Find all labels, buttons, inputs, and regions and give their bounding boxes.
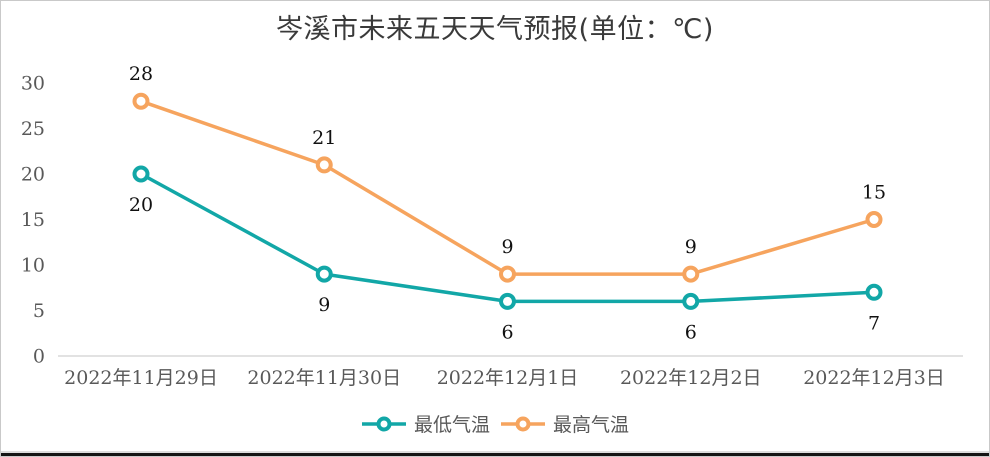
data-point-marker xyxy=(682,292,700,310)
data-point-marker xyxy=(132,165,150,183)
data-point-marker xyxy=(865,211,883,228)
y-axis-tick-label: 25 xyxy=(21,118,45,140)
min-temp-line-marker-icon xyxy=(361,416,406,431)
x-axis-category-label: 2022年12月1日 xyxy=(437,367,579,389)
data-point-label: 20 xyxy=(129,194,153,216)
x-axis-category-label: 2022年12月3日 xyxy=(803,367,945,389)
x-axis-category-label: 2022年12月2日 xyxy=(620,367,762,389)
y-axis-tick-label: 5 xyxy=(33,300,45,322)
data-point-marker xyxy=(499,265,516,283)
data-point-label: 9 xyxy=(685,236,697,258)
data-point-marker xyxy=(865,283,883,301)
chart-legend: 最低气温 最高气温 xyxy=(1,410,989,437)
y-axis-tick-label: 30 xyxy=(21,73,45,95)
y-axis-tick-label: 15 xyxy=(21,209,45,231)
y-axis-tick-label: 20 xyxy=(21,164,45,186)
data-point-marker xyxy=(132,92,150,110)
data-point-marker xyxy=(682,265,700,283)
max-temp-line-marker-icon xyxy=(501,416,545,431)
legend-label-max-temp: 最高气温 xyxy=(553,414,630,436)
data-point-label: 15 xyxy=(862,182,886,204)
data-point-marker xyxy=(315,156,333,174)
data-point-label: 21 xyxy=(312,127,336,149)
data-point-label: 28 xyxy=(129,63,153,85)
chart-title: 岑溪市未来五天天气预报(单位：℃) xyxy=(276,14,714,45)
legend-item-min-temp[interactable]: 最低气温 xyxy=(361,410,490,437)
data-point-label: 6 xyxy=(501,321,513,343)
x-axis-category-label: 2022年11月30日 xyxy=(247,367,401,389)
y-axis-tick-label: 10 xyxy=(21,255,45,277)
legend-item-max-temp[interactable]: 最高气温 xyxy=(500,410,629,437)
data-point-label: 6 xyxy=(685,321,697,343)
data-point-marker xyxy=(315,265,333,283)
x-axis-category-label: 2022年11月29日 xyxy=(64,367,218,389)
data-point-label: 9 xyxy=(501,236,513,258)
data-point-label: 7 xyxy=(868,312,880,334)
data-point-label: 9 xyxy=(318,294,330,316)
window-bottom-edge xyxy=(1,451,989,456)
legend-label-min-temp: 最低气温 xyxy=(413,414,490,436)
data-point-marker xyxy=(499,292,516,310)
y-axis-tick-label: 0 xyxy=(33,346,45,368)
